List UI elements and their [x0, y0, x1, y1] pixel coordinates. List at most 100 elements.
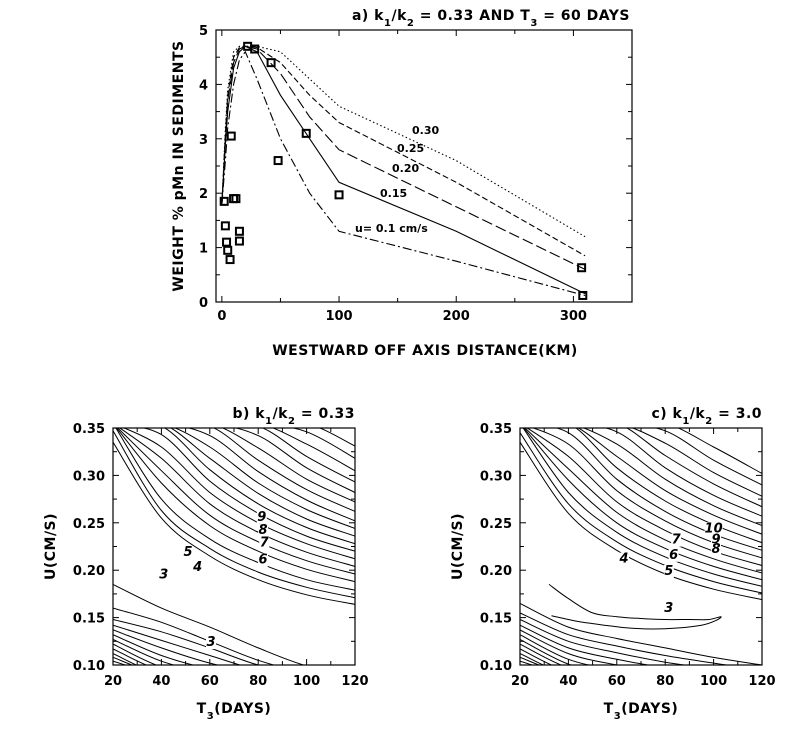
y-tick-label: 0.15	[73, 612, 105, 627]
contour-line	[520, 602, 762, 665]
contour-line	[173, 428, 355, 529]
contour-line	[113, 607, 276, 665]
contour-line	[113, 629, 220, 665]
y-tick-label: 1	[199, 242, 208, 257]
contour-label-bg	[258, 553, 269, 567]
y-tick-label: 0.30	[480, 469, 512, 484]
panel-c-title: c) k1/k2 = 3.0	[651, 406, 762, 427]
contour-label: 8	[259, 523, 268, 538]
contour-label: 6	[259, 553, 268, 568]
y-tick-label: 0.15	[480, 612, 512, 627]
contour-line	[212, 428, 355, 512]
x-tick-label: 120	[748, 674, 775, 689]
contour-line	[625, 428, 762, 508]
contour-label-bg	[671, 533, 682, 547]
contour-line	[520, 634, 592, 665]
observation-point	[222, 237, 232, 247]
panel-c-contour-plot: 20 40 60 80 100 120 0.10 0.15 0.20 0.25 0.30 0.35 10…	[450, 406, 776, 722]
contour-line	[520, 624, 651, 665]
contour-label-bg	[711, 543, 722, 557]
panel-b-contour-plot: 20 40 60 80 100 120 0.10 0.15 0.20 0.25 0.30 0.35 98…	[43, 406, 369, 722]
contour-line	[582, 428, 762, 527]
y-tick-label: 0	[199, 296, 208, 311]
contour-line	[169, 428, 355, 537]
contour-label: 9	[711, 533, 720, 548]
contour-label-bg	[668, 548, 679, 562]
y-axis-label: U(CM/S)	[450, 513, 466, 580]
observation-point	[250, 44, 260, 54]
contour-line	[113, 624, 242, 665]
x-tick-label: 100	[700, 674, 727, 689]
x-axis-label: T3(DAYS)	[604, 701, 679, 722]
contour-line	[524, 428, 762, 574]
contour-line	[577, 428, 762, 535]
contour-label: 5	[664, 564, 673, 579]
contour-line	[631, 428, 762, 497]
contour-line	[118, 428, 355, 567]
contour-line	[141, 428, 355, 552]
x-tick-label: 80	[656, 674, 674, 689]
contour-line	[113, 656, 134, 665]
y-axis-label: WEIGHT % pMn IN SEDIMENTS	[171, 40, 187, 291]
contour-label: 3	[664, 601, 673, 616]
contour-line	[115, 428, 355, 591]
contour-label-bg	[663, 601, 674, 615]
x-tick-label: 20	[511, 674, 529, 689]
contour-label: 6	[669, 548, 678, 563]
contour-line	[122, 428, 355, 560]
contour-line	[548, 583, 722, 630]
x-tick-label: 120	[341, 674, 368, 689]
x-tick-label: 80	[249, 674, 267, 689]
contour-line	[520, 619, 689, 665]
observation-point	[301, 128, 311, 138]
contour-label-bg	[259, 536, 270, 550]
series-label: 0.20	[392, 162, 419, 175]
contour-line	[113, 643, 158, 665]
observation-point	[225, 255, 235, 265]
contour-line	[520, 656, 541, 665]
contour-line	[520, 612, 731, 665]
contour-line	[113, 430, 355, 599]
contour-line	[163, 428, 355, 545]
contour-label: 7	[672, 533, 682, 548]
x-tick-label: 0	[217, 309, 226, 324]
series-line	[221, 45, 586, 257]
y-axis-label: U(CM/S)	[43, 513, 59, 580]
x-tick-label: 20	[104, 674, 122, 689]
observation-point	[334, 190, 344, 200]
contour-line	[677, 428, 762, 474]
contour-line	[117, 428, 355, 575]
contour-line	[520, 638, 573, 665]
contour-line	[234, 428, 355, 493]
contour-label-bg	[711, 533, 722, 547]
contour-line	[271, 428, 355, 472]
contour-line	[523, 428, 762, 581]
contour-label-bg	[206, 636, 217, 650]
panel-a-title: a) k1/k2 = 0.33 AND T3 = 60 DAYS	[352, 8, 630, 29]
contour-line	[221, 428, 355, 503]
contour-line	[116, 428, 355, 583]
contour-label-bg	[256, 510, 267, 524]
contour-label-bg	[704, 522, 723, 536]
y-tick-label: 0.20	[480, 564, 512, 579]
y-tick-label: 5	[199, 24, 208, 39]
y-tick-label: 2	[199, 187, 208, 202]
contour-line	[526, 428, 762, 566]
y-tick-label: 0.30	[73, 469, 105, 484]
series-label: u= 0.1 cm/s	[355, 222, 428, 235]
contour-label-bg	[183, 545, 194, 559]
contour-line	[113, 441, 355, 605]
contour-label: 4	[192, 560, 202, 575]
contour-label: 10	[705, 521, 723, 536]
x-tick-label: 40	[152, 674, 170, 689]
contour-label-bg	[663, 564, 674, 578]
observation-point	[223, 245, 233, 255]
contour-line	[261, 428, 355, 483]
contour-label: 5	[183, 545, 192, 560]
contour-line	[113, 638, 176, 665]
x-tick-label: 60	[201, 674, 219, 689]
panel-a-line-chart: 0 100 200 300 0 1 2 3 4 5 u= 0.1 cm/s 0.15 0.20 0.25 0…	[171, 8, 633, 359]
y-tick-label: 3	[199, 133, 208, 148]
y-tick-label: 0.35	[480, 422, 512, 437]
contour-label-bg	[258, 524, 269, 538]
